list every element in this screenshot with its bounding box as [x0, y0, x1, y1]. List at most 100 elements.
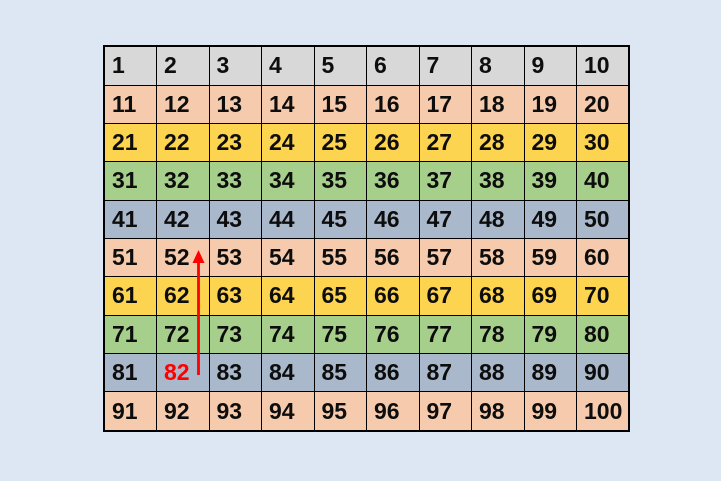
grid-cell-77: 77 — [418, 314, 472, 354]
grid-cell-99: 99 — [523, 391, 577, 432]
grid-cell-73: 73 — [208, 314, 262, 354]
grid-cell-2: 2 — [156, 45, 210, 86]
table-row: 31 32 33 34 35 36 37 38 39 40 — [103, 161, 630, 201]
grid-cell-71: 71 — [103, 314, 157, 354]
grid-cell-88: 88 — [471, 352, 525, 393]
grid-cell-66: 66 — [366, 276, 420, 316]
grid-cell-60: 60 — [576, 237, 630, 278]
grid-cell-81: 81 — [103, 352, 157, 393]
table-row: 71 72 73 74 75 76 77 78 79 80 — [103, 314, 630, 354]
grid-cell-94: 94 — [261, 391, 315, 432]
grid-cell-17: 17 — [418, 84, 472, 124]
grid-cell-23: 23 — [208, 122, 262, 163]
grid-cell-80: 80 — [576, 314, 630, 354]
grid-cell-59: 59 — [523, 237, 577, 278]
table-row: 41 42 43 44 45 46 47 48 49 50 — [103, 199, 630, 239]
table-row: 1 2 3 4 5 6 7 8 9 10 — [103, 45, 630, 86]
grid-cell-93: 93 — [208, 391, 262, 432]
grid-cell-9: 9 — [523, 45, 577, 86]
grid-cell-27: 27 — [418, 122, 472, 163]
grid-cell-55: 55 — [313, 237, 367, 278]
grid-cell-32: 32 — [156, 161, 210, 201]
grid-cell-18: 18 — [471, 84, 525, 124]
grid-cell-67: 67 — [418, 276, 472, 316]
grid-cell-89: 89 — [523, 352, 577, 393]
grid-cell-43: 43 — [208, 199, 262, 239]
grid-cell-42: 42 — [156, 199, 210, 239]
grid-cell-90: 90 — [576, 352, 630, 393]
grid-cell-98: 98 — [471, 391, 525, 432]
grid-cell-10: 10 — [576, 45, 630, 86]
grid-cell-85: 85 — [313, 352, 367, 393]
grid-cell-70: 70 — [576, 276, 630, 316]
grid-cell-49: 49 — [523, 199, 577, 239]
grid-cell-36: 36 — [366, 161, 420, 201]
grid-cell-87: 87 — [418, 352, 472, 393]
grid-cell-5: 5 — [313, 45, 367, 86]
grid-cell-35: 35 — [313, 161, 367, 201]
grid-cell-45: 45 — [313, 199, 367, 239]
grid-cell-21: 21 — [103, 122, 157, 163]
grid-cell-15: 15 — [313, 84, 367, 124]
grid-cell-52: 52 — [156, 237, 210, 278]
grid-cell-34: 34 — [261, 161, 315, 201]
grid-cell-82-highlighted: 82 — [156, 352, 210, 393]
table-row: 61 62 63 64 65 66 67 68 69 70 — [103, 276, 630, 316]
grid-cell-65: 65 — [313, 276, 367, 316]
grid-cell-38: 38 — [471, 161, 525, 201]
grid-cell-40: 40 — [576, 161, 630, 201]
grid-cell-51: 51 — [103, 237, 157, 278]
table-row: 81 82 83 84 85 86 87 88 89 90 — [103, 352, 630, 393]
grid-cell-78: 78 — [471, 314, 525, 354]
grid-cell-6: 6 — [366, 45, 420, 86]
table-row: 21 22 23 24 25 26 27 28 29 30 — [103, 122, 630, 163]
grid-cell-39: 39 — [523, 161, 577, 201]
grid-cell-28: 28 — [471, 122, 525, 163]
grid-cell-11: 11 — [103, 84, 157, 124]
grid-cell-100: 100 — [576, 391, 630, 432]
grid-cell-30: 30 — [576, 122, 630, 163]
grid-cell-79: 79 — [523, 314, 577, 354]
grid-cell-63: 63 — [208, 276, 262, 316]
grid-cell-33: 33 — [208, 161, 262, 201]
grid-cell-61: 61 — [103, 276, 157, 316]
grid-cell-95: 95 — [313, 391, 367, 432]
hundred-grid-body: 1 2 3 4 5 6 7 8 9 10 11 12 13 14 15 16 17 18 19 20 21 22 23 24 2… — [103, 45, 630, 432]
grid-cell-13: 13 — [208, 84, 262, 124]
table-row: 51 52 53 54 55 56 57 58 59 60 — [103, 237, 630, 278]
grid-cell-47: 47 — [418, 199, 472, 239]
grid-cell-22: 22 — [156, 122, 210, 163]
grid-cell-64: 64 — [261, 276, 315, 316]
grid-cell-68: 68 — [471, 276, 525, 316]
grid-cell-46: 46 — [366, 199, 420, 239]
grid-cell-83: 83 — [208, 352, 262, 393]
grid-cell-76: 76 — [366, 314, 420, 354]
grid-cell-3: 3 — [208, 45, 262, 86]
grid-cell-72: 72 — [156, 314, 210, 354]
grid-cell-75: 75 — [313, 314, 367, 354]
grid-cell-8: 8 — [471, 45, 525, 86]
grid-cell-56: 56 — [366, 237, 420, 278]
grid-cell-91: 91 — [103, 391, 157, 432]
grid-cell-25: 25 — [313, 122, 367, 163]
grid-cell-19: 19 — [523, 84, 577, 124]
grid-cell-7: 7 — [418, 45, 472, 86]
grid-cell-50: 50 — [576, 199, 630, 239]
grid-cell-1: 1 — [103, 45, 157, 86]
hundred-chart-table: 1 2 3 4 5 6 7 8 9 10 11 12 13 14 15 16 17 18 19 20 21 22 23 24 2… — [103, 45, 630, 432]
grid-cell-41: 41 — [103, 199, 157, 239]
grid-cell-14: 14 — [261, 84, 315, 124]
grid-cell-26: 26 — [366, 122, 420, 163]
grid-cell-24: 24 — [261, 122, 315, 163]
grid-cell-37: 37 — [418, 161, 472, 201]
grid-cell-12: 12 — [156, 84, 210, 124]
table-row: 11 12 13 14 15 16 17 18 19 20 — [103, 84, 630, 124]
table-row: 91 92 93 94 95 96 97 98 99 100 — [103, 391, 630, 432]
grid-cell-86: 86 — [366, 352, 420, 393]
grid-cell-97: 97 — [418, 391, 472, 432]
grid-cell-48: 48 — [471, 199, 525, 239]
grid-cell-53: 53 — [208, 237, 262, 278]
grid-cell-96: 96 — [366, 391, 420, 432]
grid-cell-84: 84 — [261, 352, 315, 393]
grid-cell-31: 31 — [103, 161, 157, 201]
